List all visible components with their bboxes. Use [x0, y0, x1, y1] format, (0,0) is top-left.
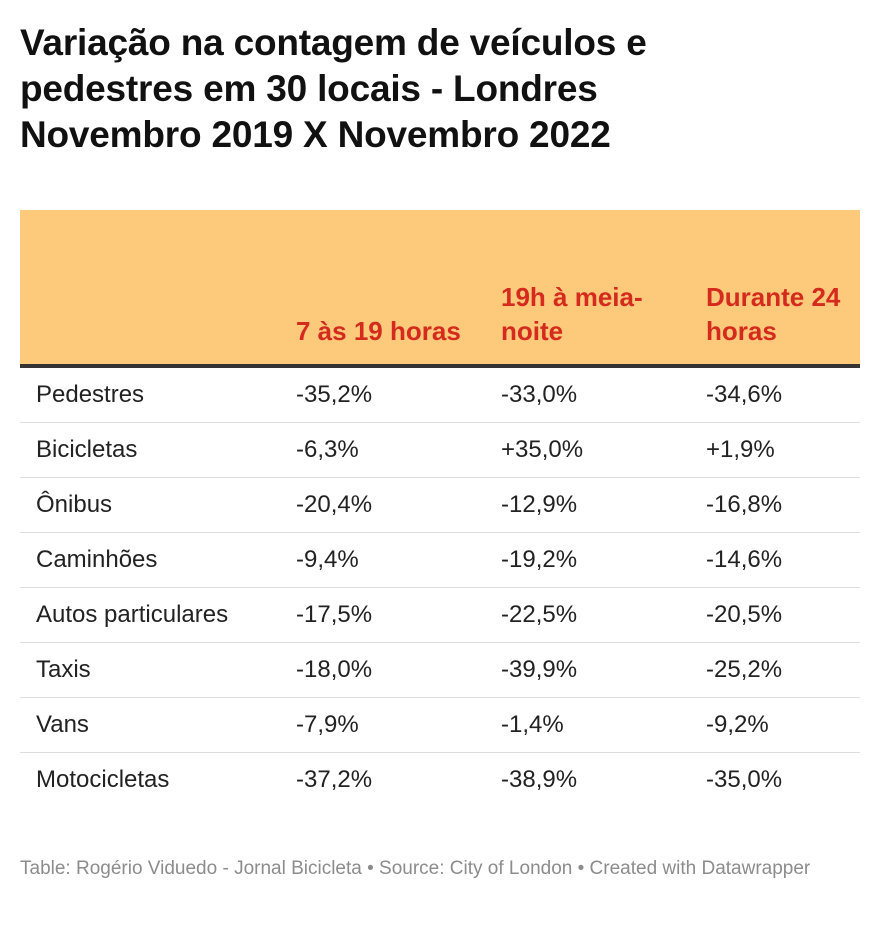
table-cell: -34,6% — [690, 366, 860, 423]
table-cell: -16,8% — [690, 477, 860, 533]
table-cell: -17,5% — [280, 587, 485, 643]
table-cell: -20,4% — [280, 477, 485, 533]
table-cell: -25,2% — [690, 642, 860, 698]
title-line-2: pedestres em 30 locais - Londres — [20, 68, 598, 109]
table-cell: -9,4% — [280, 532, 485, 588]
table-cell: -35,2% — [280, 366, 485, 423]
table-row: Ônibus -20,4% -12,9% -16,8% — [20, 477, 860, 533]
column-header — [20, 210, 280, 368]
column-header: Durante 24 horas — [690, 210, 860, 368]
header-row: 7 às 19 horas 19h à meia-noite Durante 2… — [20, 210, 860, 368]
table-cell: -7,9% — [280, 697, 485, 753]
table-cell: -39,9% — [485, 642, 690, 698]
row-label: Motocicletas — [36, 766, 170, 793]
table-cell: +1,9% — [690, 422, 860, 478]
table-cell: -38,9% — [501, 766, 578, 793]
title-line-1: Variação na contagem de veículos e — [20, 22, 647, 63]
table-cell: -33,0% — [485, 366, 690, 423]
table-cell: -1,4% — [485, 697, 690, 753]
table-cell: -20,5% — [690, 587, 860, 643]
table-cell: -14,6% — [690, 532, 860, 588]
row-label: Bicicletas — [20, 422, 280, 478]
table-row: Bicicletas -6,3% +35,0% +1,9% — [20, 422, 860, 478]
table-cell: -35,0% — [706, 766, 783, 793]
table-cell: -12,9% — [485, 477, 690, 533]
table-row: Autos particulares -17,5% -22,5% -20,5% — [20, 587, 860, 643]
table-row: Taxis -18,0% -39,9% -25,2% — [20, 642, 860, 698]
table-footer-source: Table: Rogério Viduedo - Jornal Biciclet… — [20, 858, 811, 879]
table-cell: -18,0% — [280, 642, 485, 698]
table-row: Pedestres -35,2% -33,0% -34,6% — [20, 366, 860, 423]
row-label: Taxis — [20, 642, 280, 698]
table-cell: +35,0% — [485, 422, 690, 478]
table-cell: -6,3% — [280, 422, 485, 478]
chart-title: Variação na contagem de veículos e pedes… — [20, 20, 860, 158]
row-label: Pedestres — [20, 366, 280, 423]
table-cell: -19,2% — [485, 532, 690, 588]
data-table: 7 às 19 horas 19h à meia-noite Durante 2… — [20, 210, 860, 807]
table-row: Vans -7,9% -1,4% -9,2% — [20, 697, 860, 753]
row-label: Caminhões — [20, 532, 280, 588]
table-cell: -37,2% — [296, 766, 373, 793]
row-label: Autos particulares — [20, 587, 280, 643]
column-header: 19h à meia-noite — [485, 210, 690, 368]
title-line-3: Novembro 2019 X Novembro 2022 — [20, 114, 611, 155]
table-cell: -22,5% — [485, 587, 690, 643]
column-header: 7 às 19 horas — [280, 210, 485, 368]
table-row: Motocicletas -37,2% -38,9% -35,0% — [20, 753, 860, 808]
table-row: Caminhões -9,4% -19,2% -14,6% — [20, 532, 860, 588]
row-label: Vans — [20, 697, 280, 753]
table-cell: -9,2% — [690, 697, 860, 753]
row-label: Ônibus — [20, 477, 280, 533]
